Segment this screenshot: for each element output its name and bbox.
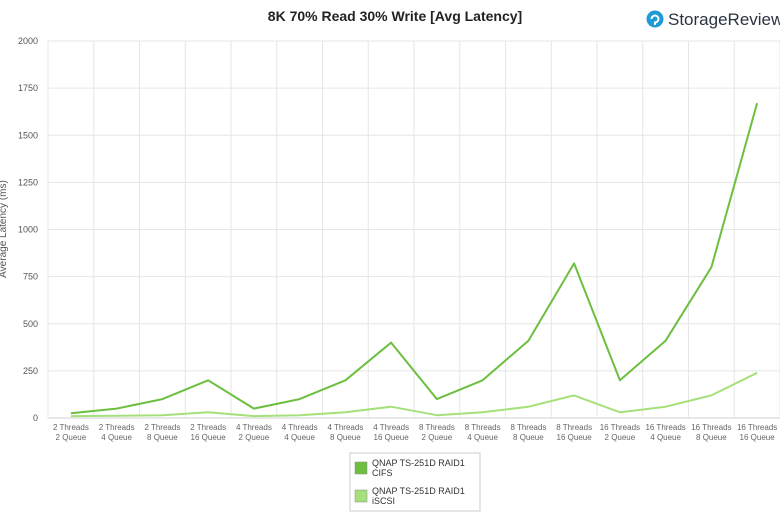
x-tick-label: 16 Threads 8 Queue — [691, 423, 731, 442]
x-tick-label: 4 Threads 2 Queue — [236, 423, 272, 442]
legend-label-line: CIFS — [372, 468, 393, 478]
x-tick-label-line: 16 Threads — [600, 423, 640, 432]
legend-label-line: QNAP TS-251D RAID1 — [372, 486, 465, 496]
x-tick-label-line: 8 Threads — [556, 423, 592, 432]
x-tick-label: 16 Threads 16 Queue — [737, 423, 777, 442]
x-tick-label-line: 8 Queue — [513, 433, 544, 442]
x-tick-label-line: 2 Queue — [239, 433, 270, 442]
x-tick-label: 8 Threads 4 Queue — [465, 423, 501, 442]
y-tick-label: 2000 — [18, 36, 38, 46]
y-axis-label: Average Latency (ms) — [0, 180, 9, 278]
x-tick-label: 8 Threads 16 Queue — [556, 423, 592, 442]
x-tick-label-line: 16 Threads — [737, 423, 777, 432]
x-tick-label-line: 4 Queue — [467, 433, 498, 442]
brand-name: StorageReview — [668, 10, 780, 29]
legend-swatch[interactable] — [354, 461, 368, 475]
x-tick-label: 4 Threads 4 Queue — [282, 423, 318, 442]
x-tick-label-line: 16 Queue — [740, 433, 776, 442]
x-tick-label: 4 Threads 8 Queue — [327, 423, 363, 442]
legend-swatch[interactable] — [354, 489, 368, 503]
y-tick-label: 0 — [33, 413, 38, 423]
x-tick-label-line: 8 Threads — [419, 423, 455, 432]
x-tick-label-line: 8 Threads — [465, 423, 501, 432]
x-tick-label-line: 16 Queue — [191, 433, 227, 442]
brand-logo: StorageReview — [646, 10, 780, 29]
legend-label-line: QNAP TS-251D RAID1 — [372, 458, 465, 468]
legend-box — [349, 452, 481, 512]
x-tick-label: 2 Threads 8 Queue — [144, 423, 180, 442]
y-tick-label: 250 — [23, 366, 38, 376]
x-tick-label-line: 16 Queue — [557, 433, 593, 442]
x-tick-label-line: 4 Threads — [282, 423, 318, 432]
y-tick-label: 1000 — [18, 225, 38, 235]
legend-label-line: iSCSI — [372, 496, 395, 506]
x-tick-label-line: 16 Threads — [691, 423, 731, 432]
series-line-cifs — [70, 102, 759, 415]
x-tick-label-line: 8 Queue — [330, 433, 361, 442]
x-tick-label: 8 Threads 2 Queue — [419, 423, 455, 442]
x-tick-label: 16 Threads 4 Queue — [645, 423, 685, 442]
x-tick-label-line: 2 Threads — [53, 423, 89, 432]
x-tick-label-line: 4 Threads — [236, 423, 272, 432]
x-tick-label-line: 4 Queue — [284, 433, 315, 442]
x-tick-label-line: 16 Threads — [645, 423, 685, 432]
y-tick-label: 1750 — [18, 83, 38, 93]
x-tick-label-line: 4 Threads — [327, 423, 363, 432]
y-axis-ticks: 0 250 500 750 1000 1250 1500 1750 2000 — [18, 36, 38, 423]
x-tick-label-line: 2 Threads — [99, 423, 135, 432]
storagereview-logo-icon — [646, 10, 664, 28]
grid — [47, 40, 780, 419]
chart-title: 8K 70% Read 30% Write [Avg Latency] — [268, 8, 522, 24]
x-tick-label-line: 8 Queue — [696, 433, 727, 442]
x-tick-label-line: 2 Queue — [605, 433, 636, 442]
x-tick-label-line: 8 Queue — [147, 433, 178, 442]
x-tick-label: 16 Threads 2 Queue — [600, 423, 640, 442]
legend-label[interactable]: QNAP TS-251D RAID1 CIFS — [372, 458, 465, 478]
legend-label[interactable]: QNAP TS-251D RAID1 iSCSI — [372, 486, 465, 506]
x-tick-label-line: 2 Queue — [56, 433, 87, 442]
y-tick-label: 750 — [23, 272, 38, 282]
y-tick-label: 1500 — [18, 130, 38, 140]
x-tick-label-line: 2 Queue — [422, 433, 453, 442]
x-tick-label-line: 4 Threads — [373, 423, 409, 432]
x-tick-label-line: 16 Queue — [374, 433, 410, 442]
y-tick-label: 500 — [23, 319, 38, 329]
x-tick-label-line: 4 Queue — [101, 433, 132, 442]
x-tick-label-line: 2 Threads — [190, 423, 226, 432]
series — [70, 102, 759, 418]
x-tick-label-line: 2 Threads — [144, 423, 180, 432]
x-tick-label: 4 Threads 16 Queue — [373, 423, 409, 442]
x-tick-label: 2 Threads 16 Queue — [190, 423, 226, 442]
x-tick-label-line: 8 Threads — [510, 423, 546, 432]
y-tick-label: 1250 — [18, 177, 38, 187]
series-line-iscsi — [70, 371, 758, 418]
x-tick-label: 2 Threads 2 Queue — [53, 423, 89, 442]
x-tick-label: 2 Threads 4 Queue — [99, 423, 135, 442]
x-tick-label: 8 Threads 8 Queue — [510, 423, 546, 442]
x-tick-label-line: 4 Queue — [650, 433, 681, 442]
